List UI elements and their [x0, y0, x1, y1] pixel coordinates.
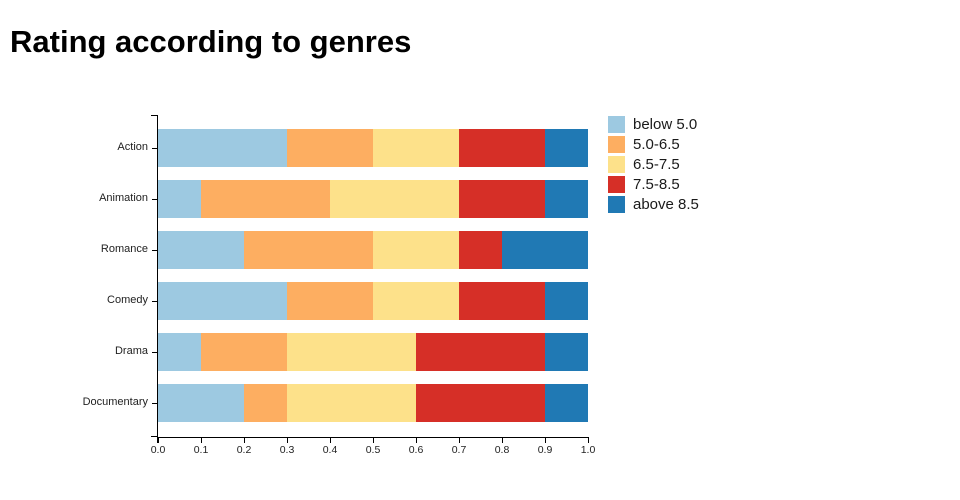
legend-swatch: [608, 156, 625, 173]
y-tick-label: Animation: [99, 192, 148, 204]
y-tick: [152, 250, 157, 251]
legend-label: below 5.0: [633, 116, 698, 133]
bar-segment: [416, 384, 545, 422]
x-tick-label: 0.5: [365, 444, 381, 456]
legend-swatch: [608, 196, 625, 213]
x-tick: [201, 438, 202, 443]
x-axis-left-nub: [157, 437, 158, 443]
bar-segment: [545, 384, 588, 422]
bar-segment: [244, 231, 373, 269]
legend-item: above 8.5: [608, 196, 699, 213]
y-tick: [152, 352, 157, 353]
bar-segment: [201, 333, 287, 371]
bar-segment: [158, 129, 287, 167]
bar-segment: [373, 231, 459, 269]
x-tick: [244, 438, 245, 443]
x-tick: [330, 438, 331, 443]
bar-segment: [416, 333, 545, 371]
y-tick-label: Action: [117, 141, 148, 153]
bar-segment: [287, 282, 373, 320]
chart-title: Rating according to genres: [10, 24, 412, 59]
x-tick-label: 0.2: [236, 444, 252, 456]
bar-segment: [459, 231, 502, 269]
bar-segment: [287, 333, 416, 371]
bar-segment: [545, 180, 588, 218]
x-tick: [588, 438, 589, 443]
bar-segment: [459, 282, 545, 320]
y-tick-label: Documentary: [82, 396, 148, 408]
legend-swatch: [608, 136, 625, 153]
bar-segment: [201, 180, 330, 218]
y-tick: [152, 301, 157, 302]
bar-segment: [545, 282, 588, 320]
x-tick-label: 0.9: [537, 444, 553, 456]
bar-segment: [545, 333, 588, 371]
x-tick: [287, 438, 288, 443]
x-axis-line: [157, 437, 588, 438]
legend-item: 7.5-8.5: [608, 176, 699, 193]
bar-segment: [459, 180, 545, 218]
x-tick: [545, 438, 546, 443]
x-tick-label: 0.3: [279, 444, 295, 456]
bar-segment: [158, 180, 201, 218]
x-tick-label: 0.6: [408, 444, 424, 456]
bar-segment: [459, 129, 545, 167]
legend-item: below 5.0: [608, 116, 699, 133]
bar-segment: [158, 231, 244, 269]
bar-segment: [158, 282, 287, 320]
y-tick: [152, 148, 157, 149]
bar-segment: [244, 384, 287, 422]
y-axis-line: [157, 115, 158, 437]
legend-swatch: [608, 176, 625, 193]
legend: below 5.0 5.0-6.5 6.5-7.5 7.5-8.5 above 8.5: [608, 116, 699, 213]
x-tick-label: 0.7: [451, 444, 467, 456]
x-tick-label: 0.8: [494, 444, 510, 456]
bar-segment: [545, 129, 588, 167]
legend-label: 5.0-6.5: [633, 136, 680, 153]
x-tick: [373, 438, 374, 443]
legend-label: above 8.5: [633, 196, 699, 213]
legend-label: 7.5-8.5: [633, 176, 680, 193]
y-tick-label: Romance: [100, 243, 148, 255]
y-axis-bottom-nub: [151, 436, 157, 437]
legend-swatch: [608, 116, 625, 133]
bar-segment: [158, 384, 244, 422]
y-axis-top-nub: [151, 115, 157, 116]
x-tick-label: 1.0: [580, 444, 596, 456]
x-tick-label: 0.1: [193, 444, 209, 456]
x-tick-label: 0.0: [150, 444, 166, 456]
bar-segment: [330, 180, 459, 218]
bar-segment: [287, 129, 373, 167]
x-tick: [459, 438, 460, 443]
legend-label: 6.5-7.5: [633, 156, 680, 173]
bar-segment: [373, 129, 459, 167]
y-tick: [152, 403, 157, 404]
x-tick: [416, 438, 417, 443]
y-tick-label: Drama: [114, 345, 148, 357]
y-tick: [152, 199, 157, 200]
x-tick: [502, 438, 503, 443]
bar-segment: [287, 384, 416, 422]
bar-segment: [502, 231, 588, 269]
legend-item: 6.5-7.5: [608, 156, 699, 173]
x-tick: [158, 438, 159, 443]
x-tick-label: 0.4: [322, 444, 338, 456]
legend-item: 5.0-6.5: [608, 136, 699, 153]
y-tick-label: Comedy: [107, 294, 148, 306]
bar-segment: [373, 282, 459, 320]
bar-segment: [158, 333, 201, 371]
